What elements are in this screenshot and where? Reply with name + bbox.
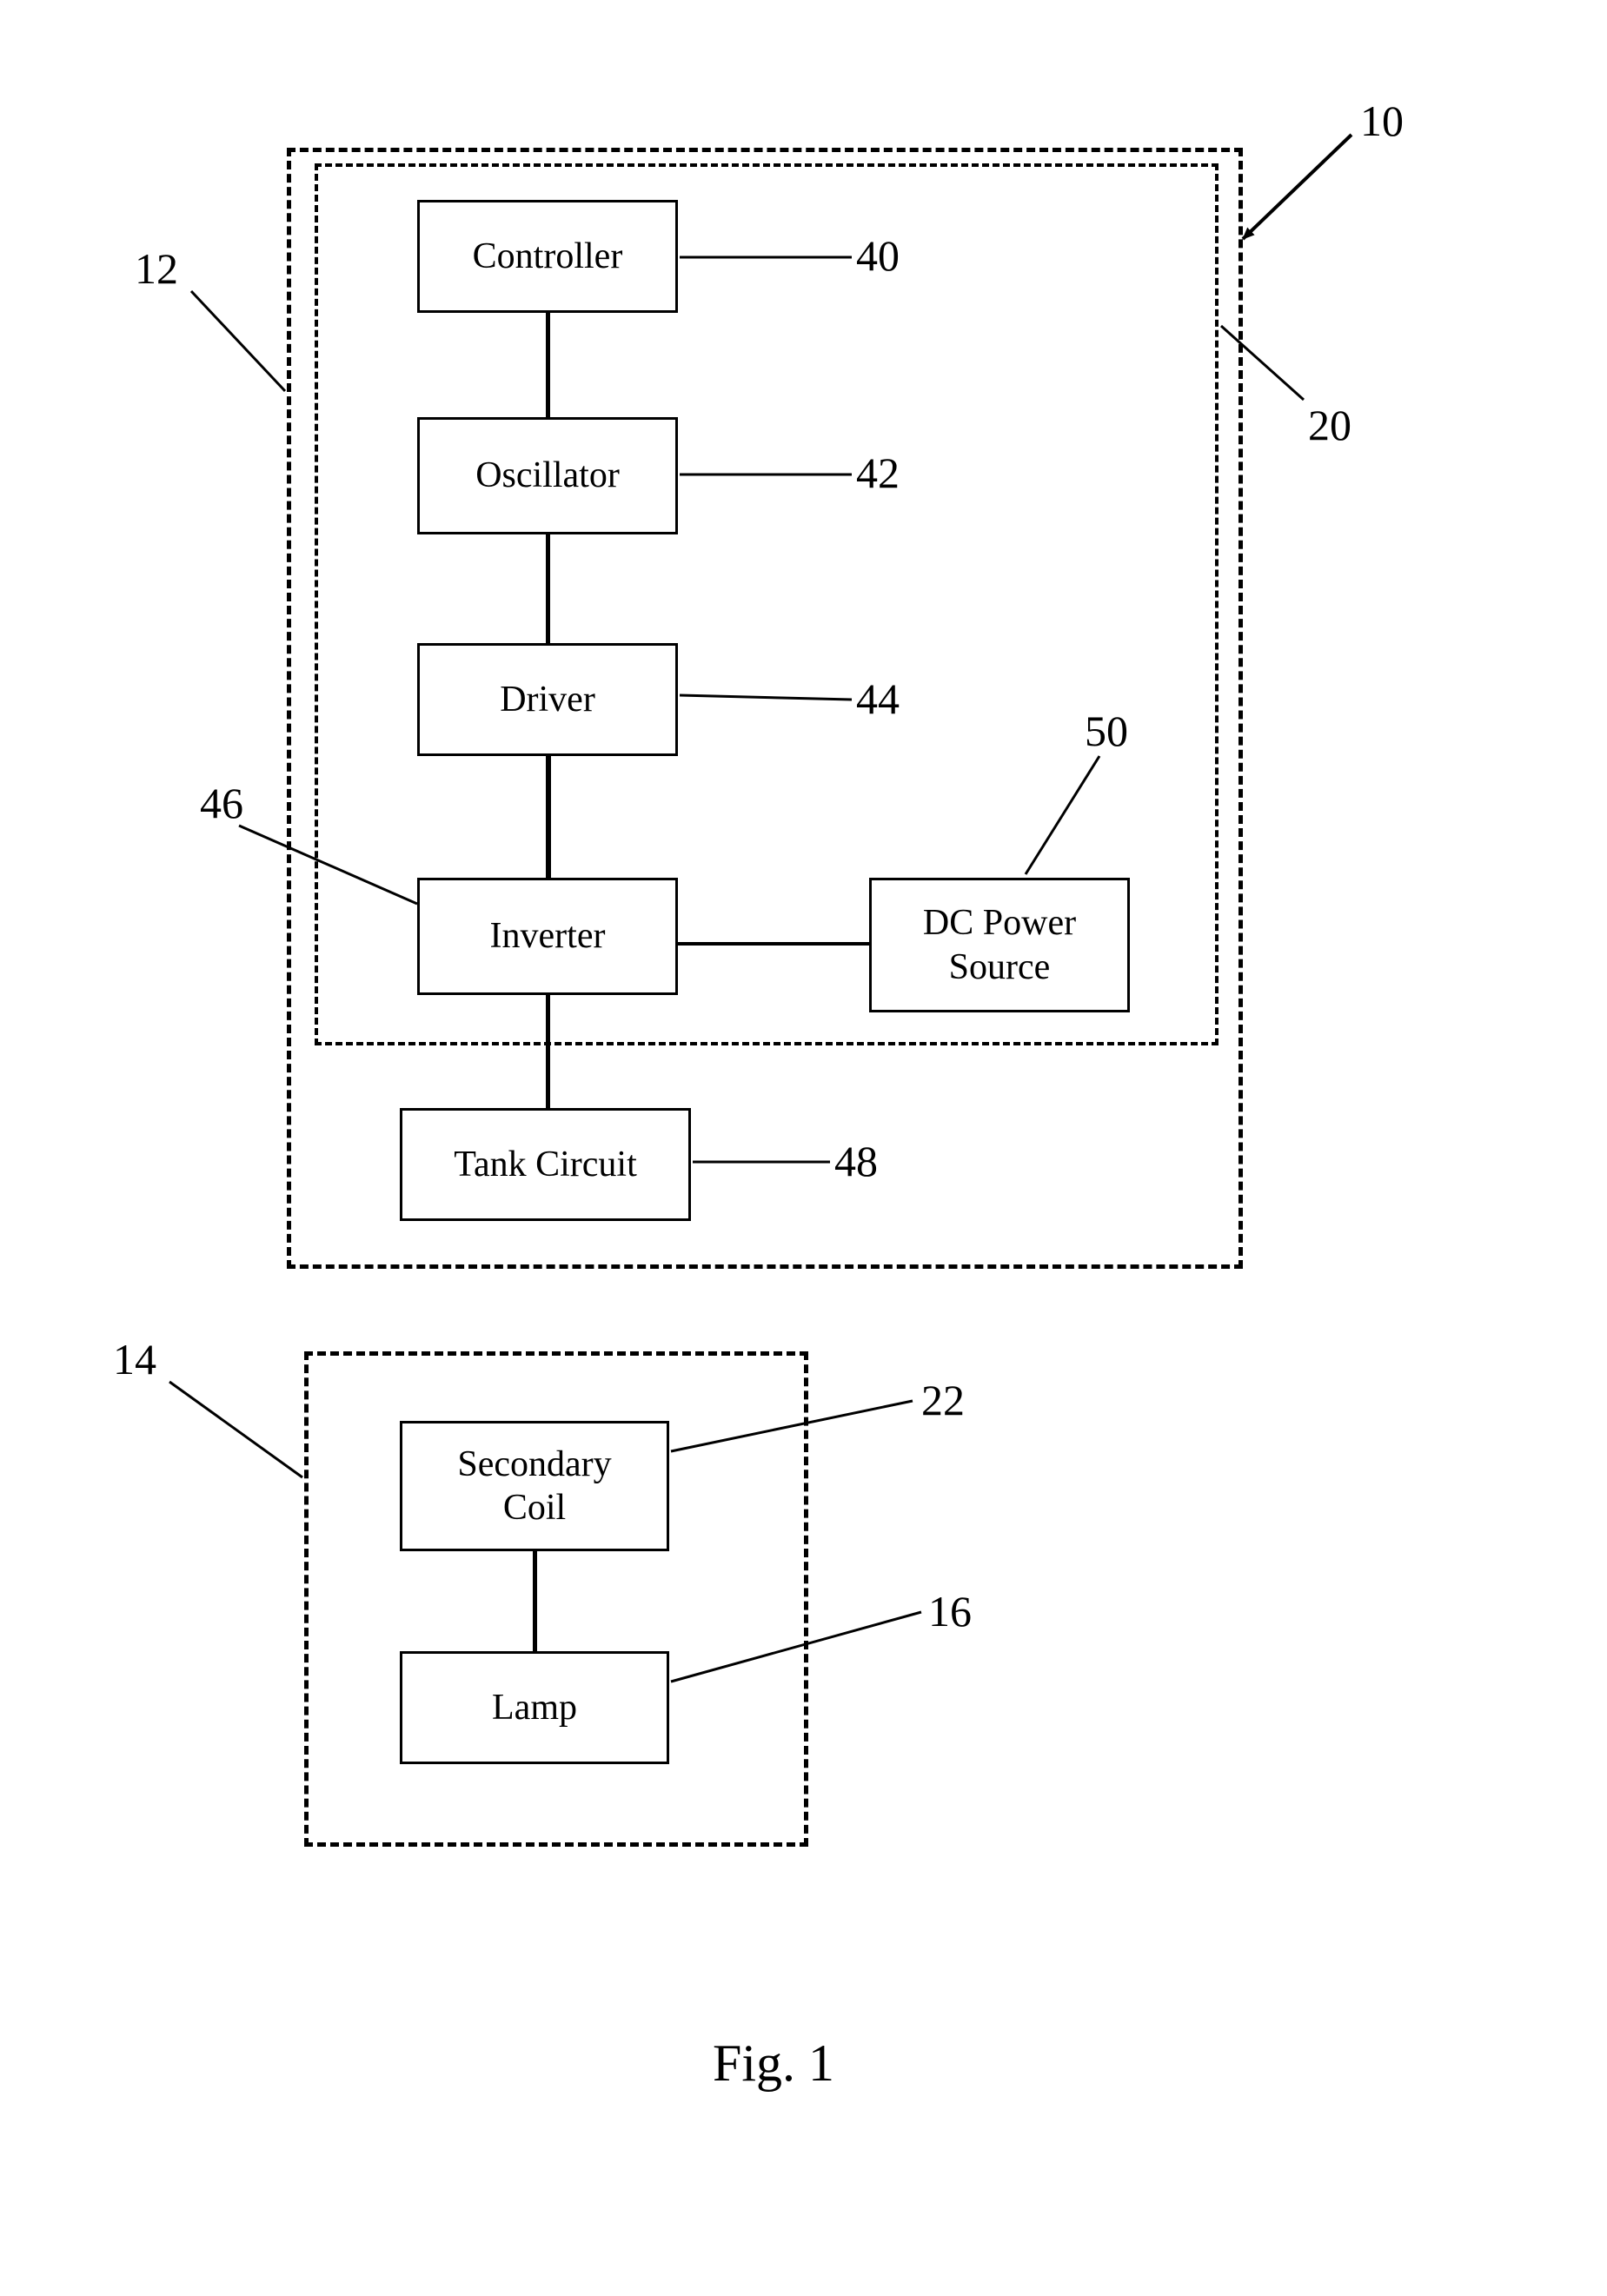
edge-driver-inverter	[546, 756, 551, 878]
label-12: 12	[135, 243, 178, 294]
secondary-coil-box: Secondary Coil	[400, 1421, 669, 1551]
lamp-label: Lamp	[492, 1686, 577, 1729]
edge-inverter-dcpower	[678, 942, 869, 946]
diagram-container: Controller Oscillator Driver Inverter DC…	[0, 0, 1607, 2296]
label-50-text: 50	[1085, 707, 1128, 755]
tank-circuit-box: Tank Circuit	[400, 1108, 691, 1221]
figure-caption-text: Fig. 1	[713, 2034, 834, 2092]
leader-12	[191, 291, 285, 391]
label-42-text: 42	[856, 448, 900, 497]
driver-box: Driver	[417, 643, 678, 756]
label-20: 20	[1308, 400, 1351, 450]
oscillator-box: Oscillator	[417, 417, 678, 534]
label-46: 46	[200, 778, 243, 828]
label-14-text: 14	[113, 1335, 156, 1384]
figure-caption: Fig. 1	[713, 2034, 834, 2094]
label-16-text: 16	[928, 1587, 972, 1636]
label-50: 50	[1085, 706, 1128, 756]
label-46-text: 46	[200, 779, 243, 827]
label-48-text: 48	[834, 1137, 878, 1185]
label-48: 48	[834, 1136, 878, 1186]
lamp-box: Lamp	[400, 1651, 669, 1764]
controller-label: Controller	[473, 235, 623, 278]
label-16: 16	[928, 1586, 972, 1636]
edge-secondary-lamp	[533, 1551, 537, 1651]
oscillator-label: Oscillator	[475, 454, 620, 497]
dc-power-label: DC Power Source	[923, 901, 1076, 989]
label-22: 22	[921, 1375, 965, 1425]
edge-oscillator-driver	[546, 534, 550, 643]
arrow-10	[1243, 135, 1351, 239]
label-20-text: 20	[1308, 401, 1351, 449]
label-42: 42	[856, 448, 900, 498]
label-12-text: 12	[135, 244, 178, 293]
edge-inverter-tank	[546, 993, 550, 1109]
label-40-text: 40	[856, 231, 900, 280]
inverter-box: Inverter	[417, 878, 678, 995]
label-40: 40	[856, 230, 900, 281]
label-10: 10	[1360, 96, 1404, 146]
label-10-text: 10	[1360, 96, 1404, 145]
dc-power-box: DC Power Source	[869, 878, 1130, 1012]
label-22-text: 22	[921, 1376, 965, 1424]
label-14: 14	[113, 1334, 156, 1384]
label-44: 44	[856, 674, 900, 724]
tank-circuit-label: Tank Circuit	[454, 1143, 637, 1186]
label-44-text: 44	[856, 674, 900, 723]
edge-controller-oscillator	[546, 313, 550, 417]
controller-box: Controller	[417, 200, 678, 313]
driver-label: Driver	[500, 678, 595, 721]
secondary-coil-label: Secondary Coil	[457, 1443, 611, 1530]
leader-14	[169, 1382, 302, 1477]
inverter-label: Inverter	[490, 914, 606, 958]
